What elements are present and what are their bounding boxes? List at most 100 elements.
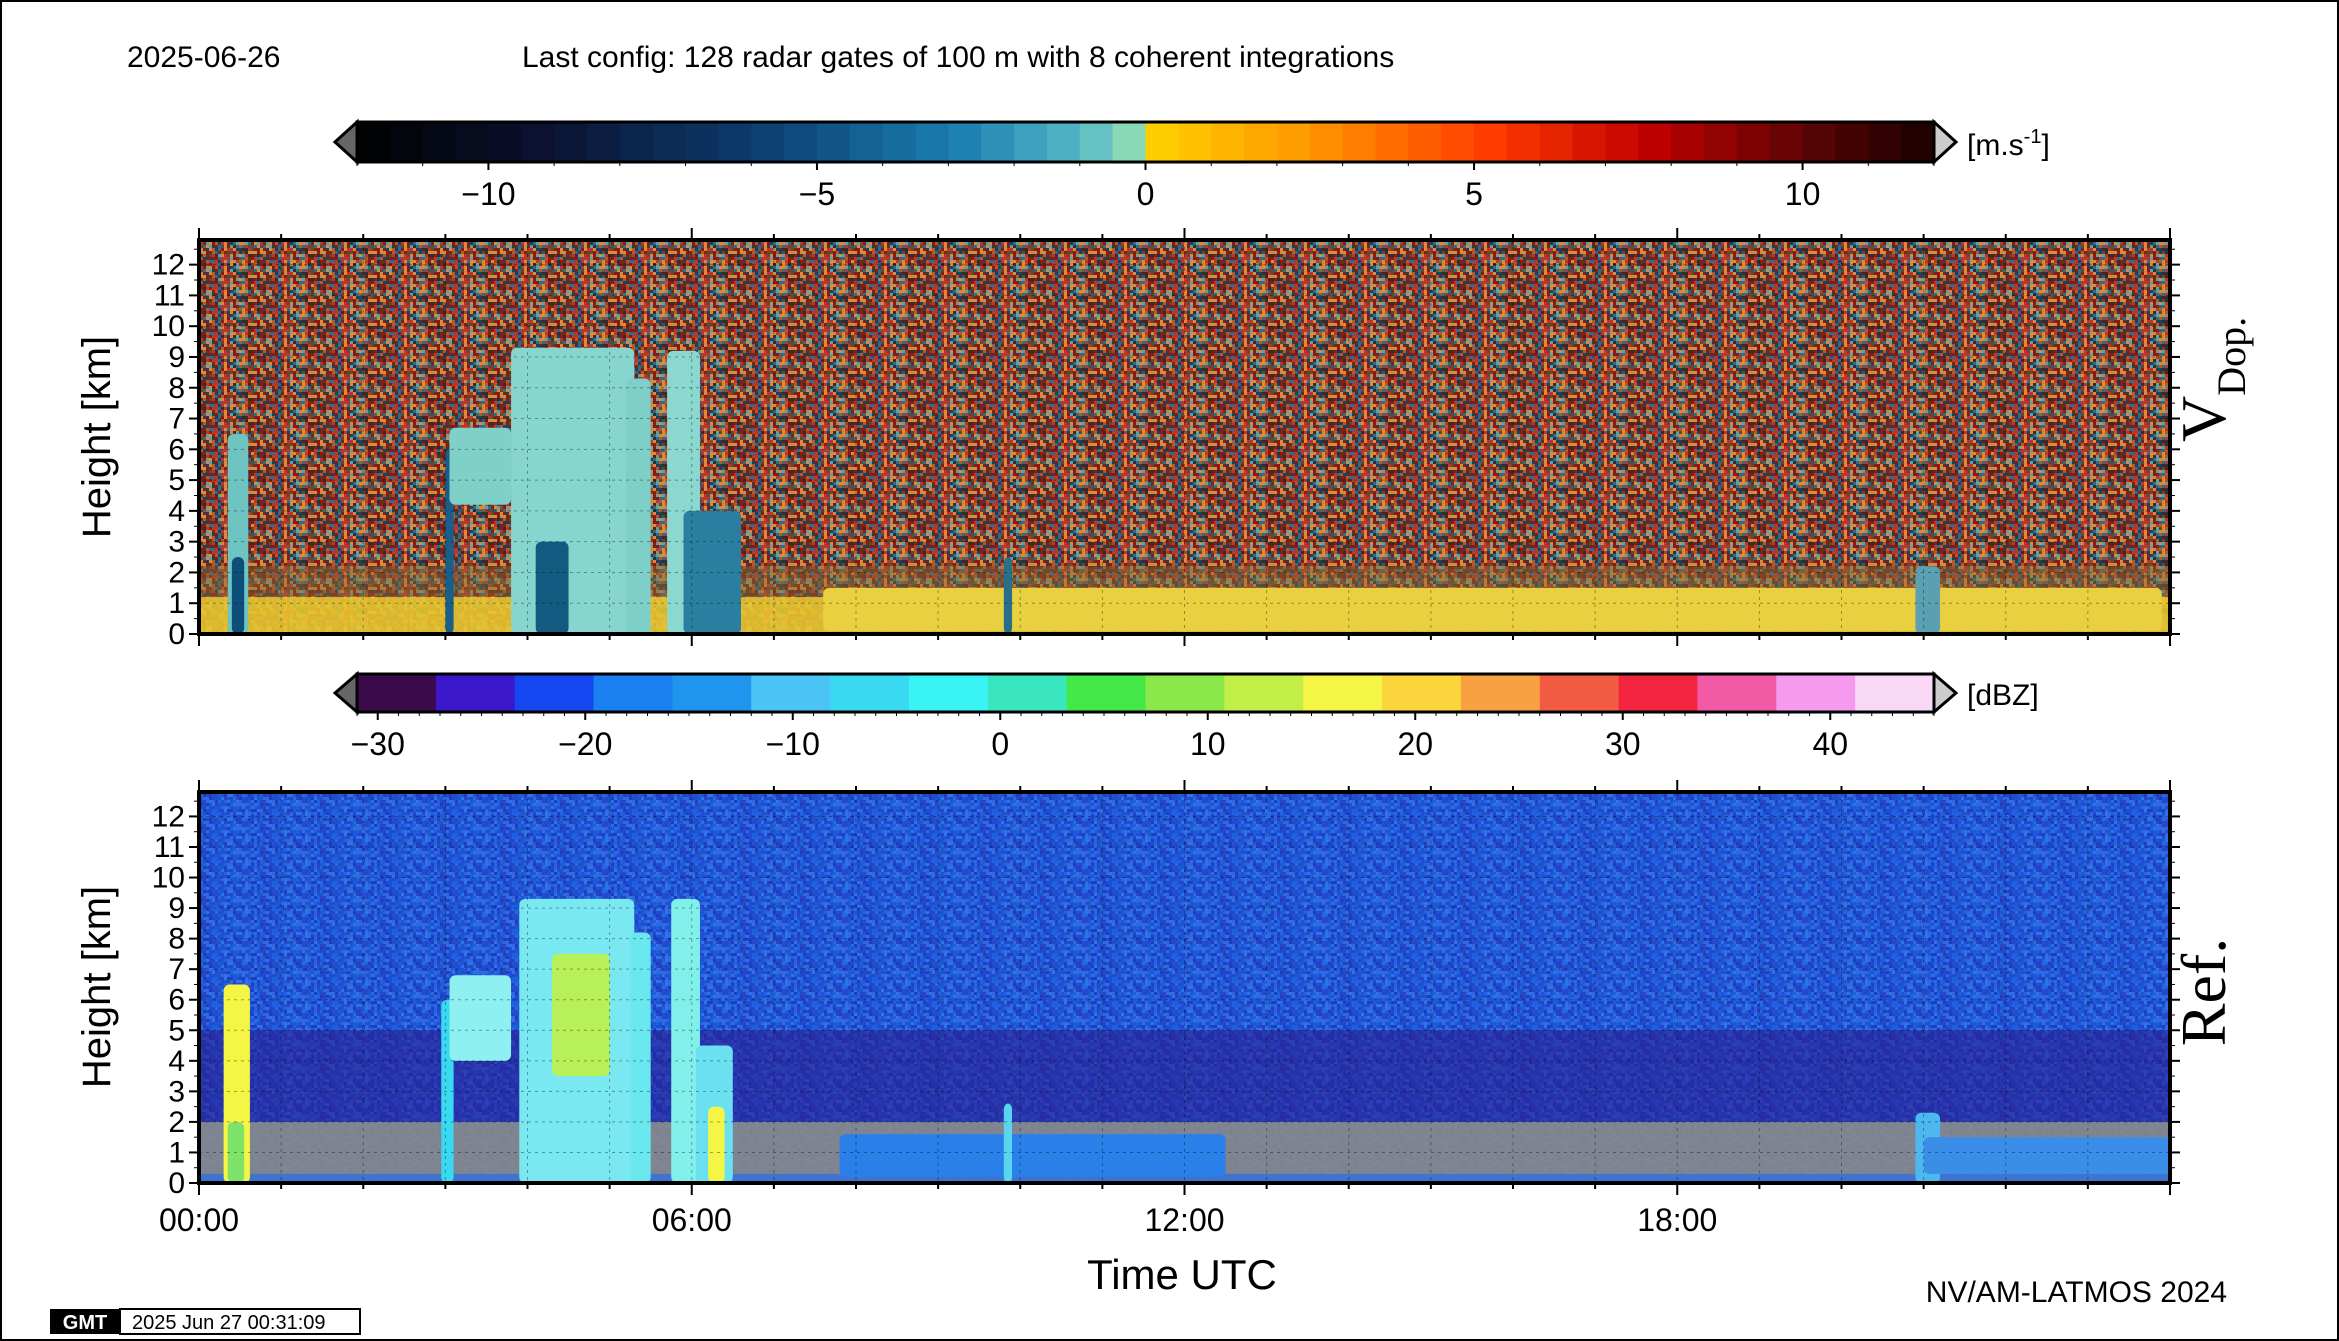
reflectivity-surface-band — [199, 1173, 2170, 1183]
reflectivity-y-axis-label: Height [km] — [75, 886, 119, 1088]
velocity-y-tick-label: 4 — [168, 495, 185, 528]
velocity-colorbar-swatch — [1408, 122, 1442, 162]
timestamp-box — [119, 1308, 361, 1335]
velocity-colorbar-swatch — [1835, 122, 1869, 162]
reflectivity-colorbar-unit: [dBZ] — [1967, 679, 2039, 712]
velocity-colorbar-swatch — [521, 122, 555, 162]
velocity-cloud-echo — [683, 510, 742, 634]
reflectivity-cloud-echo — [552, 953, 610, 1077]
velocity-colorbar-swatch — [1112, 122, 1147, 162]
velocity-cloud-echo — [511, 347, 635, 634]
velocity-colorbar-swatch — [1539, 122, 1574, 162]
reflectivity-panel-label: Ref. — [2168, 938, 2239, 1046]
reflectivity-y-tick-label: 1 — [168, 1136, 185, 1169]
reflectivity-colorbar-swatch — [1224, 674, 1304, 712]
reflectivity-cloud-echo — [227, 1121, 245, 1183]
velocity-colorbar-swatch — [1309, 122, 1344, 162]
reflectivity-colorbar-tick-label: −20 — [558, 726, 612, 762]
reflectivity-colorbar-swatch — [1855, 674, 1935, 712]
reflectivity-cloud-echo — [1923, 1137, 2170, 1174]
reflectivity-colorbar-swatch — [987, 674, 1068, 712]
velocity-panel-label: VDop. — [2168, 317, 2254, 442]
velocity-cloud-echo — [823, 587, 2162, 631]
velocity-panel-label-sub: Dop. — [2209, 317, 2254, 396]
velocity-cloud-echo — [231, 557, 245, 634]
velocity-colorbar-swatch — [1769, 122, 1804, 162]
velocity-colorbar-swatch — [1244, 122, 1278, 162]
velocity-y-tick-label: 7 — [168, 403, 185, 436]
timestamp-label: 2025 Jun 27 00:31:09 — [132, 1312, 326, 1334]
velocity-y-tick-label: 1 — [168, 587, 185, 620]
reflectivity-y-tick-label: 10 — [152, 862, 185, 895]
reflectivity-y-tick-label: 11 — [154, 831, 185, 864]
reflectivity-cloud-echo — [630, 932, 651, 1183]
reflectivity-colorbar-swatch — [830, 674, 910, 712]
velocity-y-tick-label: 2 — [168, 556, 185, 589]
velocity-cloud-echo — [626, 378, 651, 634]
velocity-colorbar-swatch — [1441, 122, 1475, 162]
velocity-colorbar-swatch — [554, 122, 588, 162]
velocity-colorbar-tick-label: 5 — [1465, 176, 1483, 212]
velocity-colorbar-swatch — [1178, 122, 1212, 162]
velocity-colorbar-tick-label: −10 — [461, 176, 515, 212]
reflectivity-x-tick-label: 00:00 — [159, 1202, 239, 1238]
config-label: Last config: 128 radar gates of 100 m wi… — [522, 41, 1394, 74]
velocity-colorbar-tick-label: 0 — [1137, 176, 1155, 212]
velocity-frame — [197, 238, 2172, 636]
velocity-y-tick-label: 11 — [154, 279, 185, 312]
velocity-unit-exp: -1 — [2024, 126, 2042, 148]
velocity-colorbar-swatch — [882, 122, 917, 162]
reflectivity-x-tick-label: 12:00 — [1144, 1202, 1224, 1238]
reflectivity-colorbar-tick-label: 30 — [1605, 726, 1641, 762]
credit-label: NV/AM-LATMOS 2024 — [1926, 1276, 2227, 1309]
reflectivity-colorbar-tick-label: 0 — [991, 726, 1009, 762]
reflectivity-cloud-echo — [1003, 1103, 1013, 1183]
reflectivity-y-tick-label: 2 — [168, 1106, 185, 1139]
velocity-colorbar-swatch — [1474, 122, 1508, 162]
reflectivity-colorbar-swatch — [357, 674, 437, 712]
reflectivity-colorbar-tick-label: 40 — [1812, 726, 1848, 762]
reflectivity-y-tick-label: 6 — [168, 984, 185, 1017]
velocity-colorbar-swatch — [1046, 122, 1081, 162]
velocity-colorbar-swatch — [751, 122, 785, 162]
reflectivity-frame — [197, 790, 2172, 1185]
velocity-colorbar-swatch — [1605, 122, 1639, 162]
velocity-colorbar-min-arrow — [332, 118, 359, 166]
velocity-colorbar-swatch — [849, 122, 884, 162]
velocity-y-axis-label: Height [km] — [75, 336, 119, 538]
reflectivity-x-tick-label: 18:00 — [1637, 1202, 1717, 1238]
velocity-colorbar-swatch — [1868, 122, 1902, 162]
reflectivity-colorbar-swatch — [435, 674, 516, 712]
reflectivity-x-tick-label: 06:00 — [652, 1202, 732, 1238]
reflectivity-cloud-echo — [449, 975, 512, 1061]
velocity-colorbar-swatch — [1506, 122, 1541, 162]
reflectivity-cloud-echo — [708, 1106, 725, 1183]
velocity-cloud-echo — [449, 427, 512, 505]
gmt-logo: GMT — [50, 1309, 120, 1334]
velocity-y-tick-label: 3 — [168, 526, 185, 559]
reflectivity-colorbar-swatch — [593, 674, 673, 712]
velocity-colorbar-swatch — [1276, 122, 1311, 162]
velocity-colorbar-swatch — [488, 122, 522, 162]
velocity-cloud-echo — [1915, 566, 1941, 634]
reflectivity-colorbar-swatch — [672, 674, 752, 712]
velocity-unit-base: [m.s — [1967, 129, 2024, 162]
gmt-logo-text: GMT — [63, 1312, 107, 1334]
velocity-y-tick-label: 12 — [152, 249, 185, 282]
velocity-colorbar-swatch — [1704, 122, 1738, 162]
velocity-colorbar-swatch — [357, 122, 391, 162]
reflectivity-cloud-echo — [671, 898, 700, 1183]
reflectivity-y-tick-label: 8 — [168, 923, 185, 956]
reflectivity-colorbar-swatch — [1776, 674, 1856, 712]
reflectivity-colorbar-swatch — [1460, 674, 1541, 712]
velocity-colorbar-swatch — [1671, 122, 1705, 162]
reflectivity-colorbar-swatch — [751, 674, 831, 712]
reflectivity-colorbar-tick-label: −30 — [351, 726, 405, 762]
velocity-colorbar-swatch — [1802, 122, 1837, 162]
reflectivity-colorbar-swatch — [1539, 674, 1620, 712]
date-label: 2025-06-26 — [127, 41, 280, 74]
reflectivity-colorbar-tick-label: 10 — [1190, 726, 1226, 762]
velocity-cloud-echo — [1003, 557, 1013, 634]
reflectivity-y-tick-label: 4 — [168, 1045, 185, 1078]
